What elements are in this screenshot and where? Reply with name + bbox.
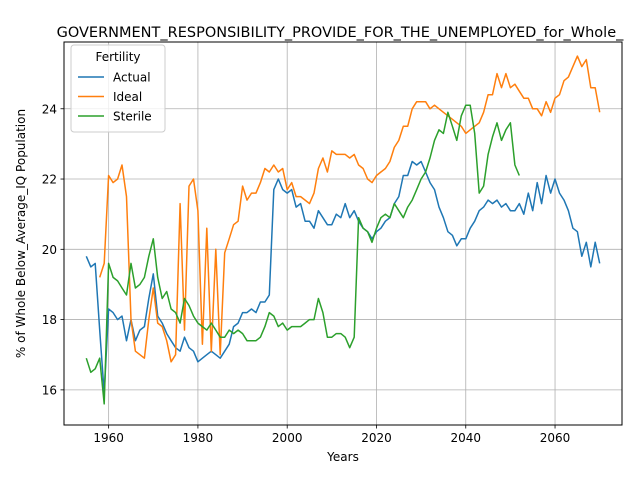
legend: Fertility Actual Ideal Sterile [71, 45, 165, 132]
y-tick-label: 16 [42, 383, 57, 397]
legend-label-ideal: Ideal [113, 90, 142, 104]
y-tick-label: 20 [42, 243, 57, 257]
x-tick-label: 2000 [272, 431, 303, 445]
y-tick-label: 18 [42, 313, 57, 327]
chart-title: GOVERNMENT_RESPONSIBILITY_PROVIDE_FOR_TH… [57, 25, 625, 41]
x-tick-label: 1960 [93, 431, 124, 445]
x-tick-label: 1980 [183, 431, 214, 445]
y-tick-label: 22 [42, 173, 57, 187]
x-axis-label: Years [326, 450, 359, 464]
x-tick-label: 2040 [450, 431, 481, 445]
legend-title: Fertility [95, 50, 140, 64]
x-tick-label: 2020 [361, 431, 392, 445]
x-tick-label: 2060 [540, 431, 571, 445]
y-tick-label: 24 [42, 102, 57, 116]
y-axis-label: % of Whole Below_Average_IQ Population [14, 109, 28, 358]
legend-label-sterile: Sterile [113, 110, 152, 124]
legend-label-actual: Actual [113, 71, 151, 85]
